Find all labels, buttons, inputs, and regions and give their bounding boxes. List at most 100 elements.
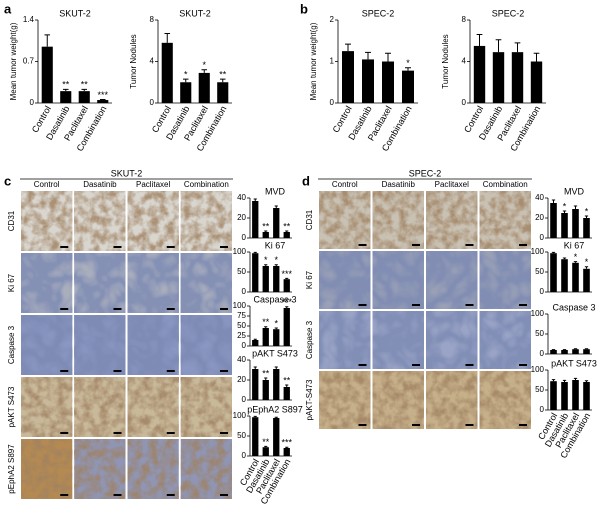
significance: ***: [97, 90, 108, 100]
panel-label: a: [4, 1, 12, 16]
bar: [262, 328, 269, 346]
y-tick-label: 100: [233, 411, 247, 420]
significance: *: [274, 255, 278, 265]
bar: [41, 46, 53, 103]
micrograph-texture: [479, 191, 531, 249]
significance: **: [262, 221, 270, 231]
column-header: Combination: [483, 180, 528, 189]
y-tick-label: 0: [242, 287, 247, 296]
error-bar: [264, 264, 268, 266]
row-label: Caspase 3: [305, 320, 314, 359]
error-bar: [551, 199, 556, 203]
bar: [550, 203, 557, 238]
bar: [252, 201, 259, 238]
error-bar: [285, 230, 289, 232]
error-bar: [573, 205, 578, 209]
bar: [252, 253, 259, 292]
column-header: Paclitaxel: [435, 180, 469, 189]
bar: [561, 382, 568, 410]
bar: [262, 380, 269, 400]
y-tick-label: 4: [462, 57, 467, 66]
y-tick-label: 0: [150, 98, 155, 107]
bar: [572, 209, 579, 238]
row-label: CD31: [7, 210, 16, 231]
bar: [561, 213, 568, 238]
micrograph-texture: [479, 251, 531, 309]
error-bar: [182, 78, 189, 83]
significance: **: [283, 221, 291, 231]
bar: [97, 100, 109, 103]
error-bar: [285, 446, 289, 448]
significance: **: [262, 317, 270, 327]
significance: ***: [281, 438, 292, 448]
y-tick-label: 0: [462, 98, 467, 107]
y-tick-label: 40: [535, 193, 544, 202]
y-tick-label: 0: [242, 451, 247, 460]
y-tick-label: 75: [237, 311, 246, 320]
bar: [283, 448, 290, 456]
bar: [402, 70, 414, 103]
micrograph-texture: [127, 191, 179, 251]
row-label: pAKT S473: [7, 386, 16, 427]
error-bar: [274, 264, 278, 266]
micrograph-texture: [372, 251, 424, 309]
row-label: Ki 67: [305, 270, 314, 289]
micrograph-texture: [21, 439, 73, 499]
chart-title: SPEC-2: [362, 8, 395, 18]
bar: [550, 381, 557, 410]
error-bar: [584, 380, 589, 382]
micrograph-texture: [180, 191, 232, 251]
panel-label: b: [300, 1, 308, 16]
chart-title: SPEC-2: [492, 8, 525, 18]
error-bar: [81, 88, 88, 92]
bar: [262, 232, 269, 238]
error-bar: [264, 326, 268, 328]
chart-title: Caspase 3: [552, 302, 595, 312]
y-tick-label: 100: [233, 247, 247, 256]
y-tick-label: 100: [531, 365, 545, 374]
row-label: Ki 67: [7, 273, 16, 292]
bar: [273, 369, 280, 400]
micrograph-texture: [21, 377, 73, 437]
significance: ***: [281, 269, 292, 279]
bar: [572, 262, 579, 292]
bar: [382, 61, 394, 103]
micrograph-texture: [127, 377, 179, 437]
significance: *: [184, 70, 188, 80]
micrograph-texture: [21, 191, 73, 251]
error-bar: [264, 230, 268, 232]
y-tick-label: 50: [237, 267, 246, 276]
row-label: pEphA2 S897: [7, 444, 16, 494]
micrograph-texture: [21, 315, 73, 375]
y-tick-label: 0: [330, 98, 335, 107]
bar: [511, 52, 524, 103]
micrograph-texture: [127, 315, 179, 375]
error-bar: [405, 67, 411, 71]
y-tick-label: 0: [242, 395, 247, 404]
micrograph-texture: [74, 439, 126, 499]
bar: [530, 61, 543, 103]
error-bar: [285, 306, 289, 308]
bar: [252, 369, 259, 400]
bar: [283, 387, 290, 400]
significance: **: [262, 368, 270, 378]
y-tick-label: 8: [462, 15, 467, 24]
micrograph-texture: [74, 191, 126, 251]
bar: [252, 417, 259, 456]
micrograph-texture: [319, 371, 371, 429]
y-tick-label: 50: [535, 385, 544, 394]
error-bar: [274, 205, 278, 208]
micrograph-texture: [127, 439, 179, 499]
y-tick-label: 0: [30, 98, 35, 107]
micrograph-texture: [74, 377, 126, 437]
row-label: CD31: [305, 209, 314, 230]
error-bar: [385, 52, 391, 62]
bar: [283, 308, 290, 346]
y-axis-label: Tumor Nodules: [441, 34, 450, 88]
micrograph-texture: [426, 251, 478, 309]
panel-title: SPEC-2: [409, 168, 442, 178]
bar: [273, 418, 280, 456]
column-header: Control: [34, 180, 60, 189]
significance: *: [585, 257, 589, 267]
